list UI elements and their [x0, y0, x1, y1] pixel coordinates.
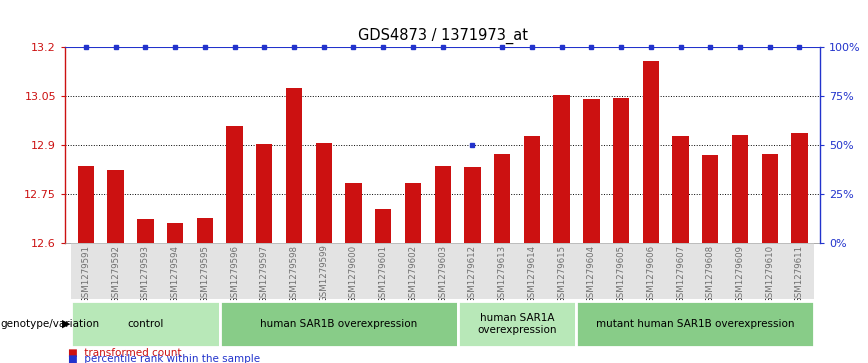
- Bar: [220, 243, 249, 299]
- Text: control: control: [128, 319, 163, 329]
- Bar: [755, 243, 785, 299]
- Bar: [613, 98, 629, 243]
- Bar: [547, 243, 576, 299]
- Bar: [286, 88, 302, 243]
- Bar: [309, 243, 339, 299]
- FancyBboxPatch shape: [457, 301, 576, 347]
- Bar: [642, 61, 659, 243]
- Bar: [190, 243, 220, 299]
- Bar: [487, 243, 517, 299]
- Bar: [523, 136, 540, 243]
- Bar: [695, 243, 725, 299]
- Bar: [339, 243, 368, 299]
- Text: ▶: ▶: [62, 319, 70, 329]
- Bar: [279, 243, 309, 299]
- Bar: [375, 209, 391, 243]
- Bar: [368, 243, 398, 299]
- Bar: [161, 243, 190, 299]
- Bar: [256, 143, 273, 243]
- FancyBboxPatch shape: [576, 301, 814, 347]
- Bar: [71, 243, 101, 299]
- Bar: [792, 134, 807, 243]
- Bar: [316, 143, 332, 243]
- Bar: [494, 154, 510, 243]
- Bar: [457, 243, 487, 299]
- Bar: [606, 243, 636, 299]
- Bar: [101, 243, 130, 299]
- Text: ■  percentile rank within the sample: ■ percentile rank within the sample: [68, 354, 260, 363]
- Title: GDS4873 / 1371973_at: GDS4873 / 1371973_at: [358, 28, 528, 44]
- Text: genotype/variation: genotype/variation: [1, 319, 100, 329]
- Text: human SAR1B overexpression: human SAR1B overexpression: [260, 319, 418, 329]
- Bar: [666, 243, 695, 299]
- Bar: [404, 183, 421, 243]
- Bar: [428, 243, 457, 299]
- Text: ■  transformed count: ■ transformed count: [68, 348, 181, 358]
- Bar: [636, 243, 666, 299]
- Bar: [673, 136, 688, 243]
- Bar: [725, 243, 755, 299]
- Bar: [398, 243, 428, 299]
- Bar: [345, 183, 362, 243]
- Bar: [435, 166, 450, 243]
- Bar: [78, 166, 94, 243]
- Bar: [108, 170, 124, 243]
- Bar: [517, 243, 547, 299]
- FancyBboxPatch shape: [220, 301, 457, 347]
- Bar: [583, 99, 600, 243]
- Bar: [137, 219, 154, 243]
- Text: mutant human SAR1B overexpression: mutant human SAR1B overexpression: [596, 319, 794, 329]
- FancyBboxPatch shape: [71, 301, 220, 347]
- Bar: [464, 167, 481, 243]
- Bar: [167, 223, 183, 243]
- Bar: [554, 94, 569, 243]
- Bar: [249, 243, 279, 299]
- Bar: [785, 243, 814, 299]
- Bar: [702, 155, 719, 243]
- Bar: [576, 243, 606, 299]
- Text: human SAR1A
overexpression: human SAR1A overexpression: [477, 313, 556, 335]
- Bar: [130, 243, 161, 299]
- Bar: [732, 135, 748, 243]
- Bar: [227, 126, 243, 243]
- Bar: [197, 218, 213, 243]
- Bar: [761, 154, 778, 243]
